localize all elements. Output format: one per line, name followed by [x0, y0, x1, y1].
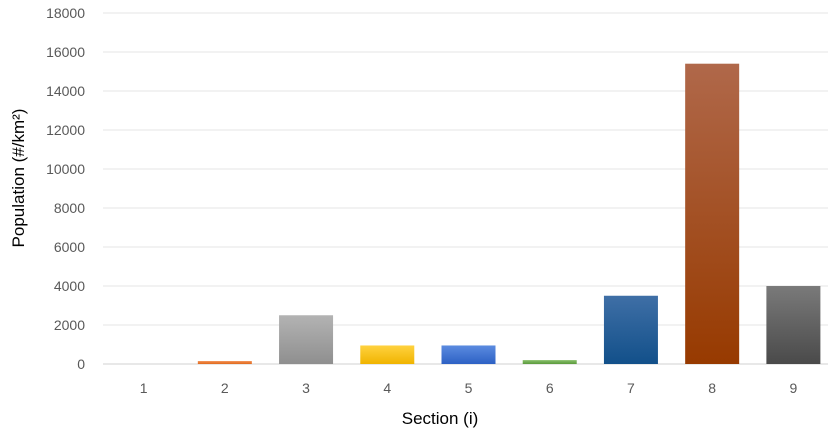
y-tick-label: 18000 [46, 5, 85, 21]
bar-section-8 [685, 63, 740, 364]
y-tick-label: 2000 [54, 317, 85, 333]
x-tick-label: 1 [140, 380, 148, 396]
y-tick-label: 14000 [46, 83, 85, 99]
bar-section-6 [522, 360, 577, 364]
y-axis-title: Population (#/km²) [9, 109, 28, 248]
bars [197, 63, 821, 364]
x-tick-label: 5 [465, 380, 473, 396]
x-tick-label: 9 [789, 380, 797, 396]
x-axis-ticks: 1 2 3 4 5 6 7 8 9 [140, 380, 798, 396]
y-tick-label: 16000 [46, 44, 85, 60]
gridlines [103, 12, 828, 365]
x-tick-label: 3 [302, 380, 310, 396]
y-tick-label: 4000 [54, 278, 85, 294]
x-axis-title: Section (i) [402, 409, 479, 428]
x-tick-label: 7 [627, 380, 635, 396]
bar-section-5 [441, 345, 496, 364]
y-tick-label: 10000 [46, 161, 85, 177]
x-tick-label: 8 [708, 380, 716, 396]
x-tick-label: 6 [546, 380, 554, 396]
y-tick-label: 8000 [54, 200, 85, 216]
bar-section-9 [766, 286, 821, 364]
y-tick-label: 6000 [54, 239, 85, 255]
x-tick-label: 2 [221, 380, 229, 396]
bar-section-3 [279, 315, 334, 364]
y-tick-label: 12000 [46, 122, 85, 138]
bar-section-2 [197, 361, 252, 364]
x-tick-label: 4 [383, 380, 391, 396]
bar-section-7 [603, 295, 658, 364]
y-axis-ticks: 0 2000 4000 6000 8000 10000 12000 14000 16000 180… [46, 5, 85, 372]
bar-section-4 [360, 345, 415, 364]
y-tick-label: 0 [77, 356, 85, 372]
